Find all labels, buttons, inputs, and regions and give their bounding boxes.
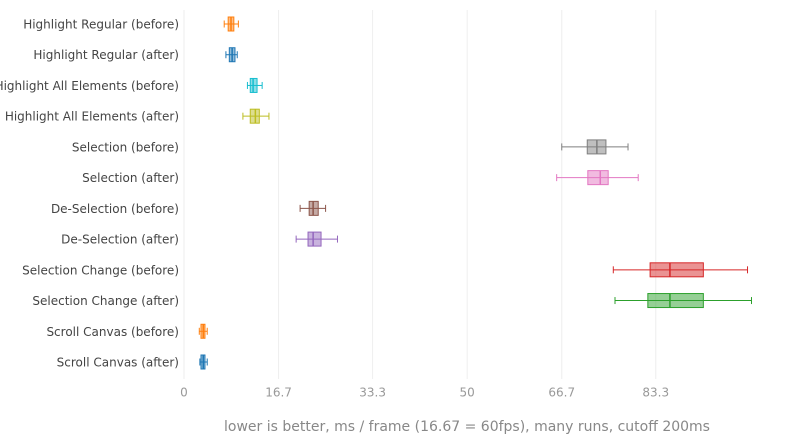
x-tick-label: 33.3 (359, 386, 386, 400)
x-tick-label: 0 (180, 386, 188, 400)
box (647, 293, 704, 309)
x-tick-label: 66.7 (548, 386, 575, 400)
y-tick-label: Selection (before) (72, 140, 179, 154)
x-tick-label: 16.7 (265, 386, 292, 400)
x-tick-label: 50 (460, 386, 475, 400)
x-tick-label: 83.3 (642, 386, 669, 400)
y-tick-label: Highlight All Elements (after) (5, 110, 179, 124)
y-tick-label: Selection Change (after) (32, 294, 179, 308)
x-axis-title: lower is better, ms / frame (16.67 = 60f… (224, 419, 710, 435)
y-tick-label: Selection Change (before) (22, 263, 179, 277)
y-tick-label: Highlight All Elements (before) (0, 79, 179, 93)
y-tick-label: Scroll Canvas (before) (46, 325, 179, 339)
y-tick-label: Highlight Regular (before) (23, 18, 179, 32)
y-tick-label: Highlight Regular (after) (33, 48, 179, 62)
y-tick-label: De-Selection (after) (61, 233, 179, 247)
box (307, 231, 322, 247)
y-tick-label: Scroll Canvas (after) (57, 356, 179, 370)
box (649, 262, 704, 278)
box (587, 170, 609, 186)
y-tick-label: De-Selection (before) (51, 202, 179, 216)
y-tick-label: Selection (after) (82, 171, 179, 185)
